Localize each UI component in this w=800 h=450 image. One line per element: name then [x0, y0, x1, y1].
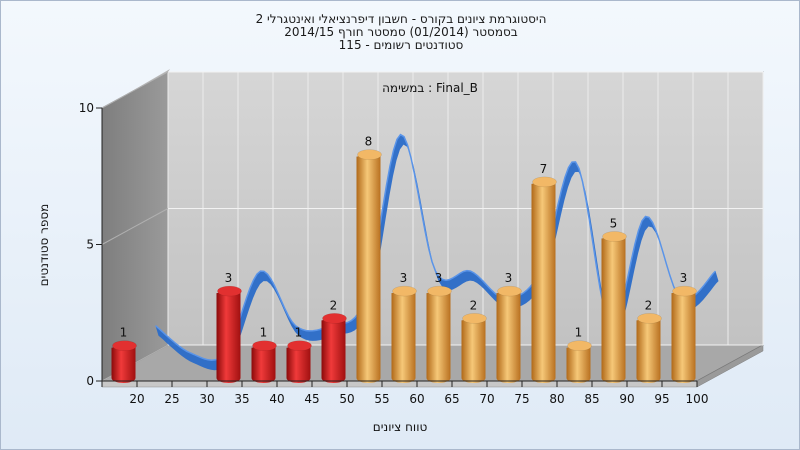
bar [286, 340, 312, 383]
bar-body [286, 343, 311, 383]
x-tick-label: 30 [199, 392, 214, 406]
bar-body [671, 289, 696, 383]
bar [566, 340, 592, 383]
bar [461, 313, 487, 383]
bar-top [112, 340, 137, 351]
bar [601, 231, 627, 383]
bar-value-label: 2 [470, 298, 478, 312]
bar-value-label: 3 [225, 271, 233, 285]
x-tick-label: 95 [654, 392, 669, 406]
bar-body [391, 289, 416, 383]
y-gridline-left [101, 208, 169, 245]
x-tick-label: 65 [444, 392, 459, 406]
bar-value-label: 3 [680, 271, 688, 285]
x-tick-label: 70 [479, 392, 494, 406]
bar-value-label: 1 [120, 326, 128, 340]
bar-value-label: 8 [365, 135, 373, 149]
x-tick-label: 20 [129, 392, 144, 406]
x-tick-label: 100 [686, 392, 709, 406]
bar-body [426, 289, 451, 383]
bar-body [111, 343, 136, 383]
bar [356, 149, 382, 383]
x-tick-label: 25 [164, 392, 179, 406]
bar-top [462, 313, 487, 324]
bar-value-label: 5 [610, 217, 618, 231]
bar [636, 313, 662, 383]
x-tick-label: 60 [409, 392, 424, 406]
bar [251, 340, 277, 383]
x-tick-label: 55 [374, 392, 389, 406]
bar-top [357, 149, 382, 160]
bar-body [321, 316, 346, 383]
bar [216, 285, 242, 383]
bar-body [356, 152, 381, 383]
bar-top [217, 285, 242, 297]
x-axis-label: טווח ציונים [373, 420, 428, 434]
bar-body [496, 289, 521, 383]
bar [321, 313, 347, 383]
bar [391, 285, 417, 383]
chart-title-line-2: בסמסטר (01/2014) סמסטר חורף 2014/15 [284, 25, 518, 39]
bar-top [392, 285, 417, 297]
x-tick-label: 40 [269, 392, 284, 406]
y-tick-label: 0 [86, 374, 94, 388]
bar [671, 285, 697, 383]
chart-title-line-3: סטודנטים רשומים - 115 [338, 38, 464, 52]
bar-value-label: 2 [330, 298, 338, 312]
bar-body [216, 289, 241, 383]
chart-title-line-1: היסטוגרמת ציונים בקורס - חשבון דיפרנציאל… [255, 12, 547, 26]
bar-value-label: 3 [435, 271, 443, 285]
x-tick-label: 50 [339, 392, 354, 406]
bar-top [567, 340, 592, 351]
bar-value-label: 7 [540, 162, 548, 176]
bar-body [251, 343, 276, 383]
bar-body [461, 316, 486, 383]
bar-value-label: 1 [575, 326, 583, 340]
bar [531, 176, 557, 383]
bar-top [602, 231, 627, 242]
bar-value-label: 3 [505, 271, 513, 285]
bar-body [636, 316, 661, 383]
bar-value-label: 1 [295, 326, 303, 340]
bar [496, 285, 522, 383]
bar-top [497, 285, 522, 297]
bar-top [287, 340, 312, 351]
y-tick-label: 10 [79, 101, 94, 115]
y-tick-label: 5 [86, 238, 94, 252]
bar-top [427, 285, 452, 297]
x-tick-label: 80 [549, 392, 564, 406]
bar-top [532, 176, 557, 188]
bar-top [252, 340, 277, 351]
x-tick-label: 75 [514, 392, 529, 406]
y-axis-label: מספר סטודנטים [37, 204, 51, 287]
x-tick-label: 90 [619, 392, 634, 406]
x-tick-label: 85 [584, 392, 599, 406]
bar-body [601, 234, 626, 383]
x-tick-label: 45 [304, 392, 319, 406]
bar [426, 285, 452, 383]
bar-top [322, 313, 347, 324]
bar-value-label: 2 [645, 298, 653, 312]
bars-group: 1 3 1 1 2 8 3 3 2 3 7 1 5 2 3 [111, 135, 697, 383]
bar-body [531, 179, 556, 383]
bar-top [672, 285, 697, 297]
bar-value-label: 1 [260, 326, 268, 340]
bar [111, 340, 137, 383]
y-gridline-left [101, 71, 169, 109]
annotation-label: במשימה : Final_B [382, 81, 478, 95]
x-tick-label: 35 [234, 392, 249, 406]
bar-body [566, 343, 591, 383]
bar-value-label: 3 [400, 271, 408, 285]
bar-top [637, 313, 662, 324]
